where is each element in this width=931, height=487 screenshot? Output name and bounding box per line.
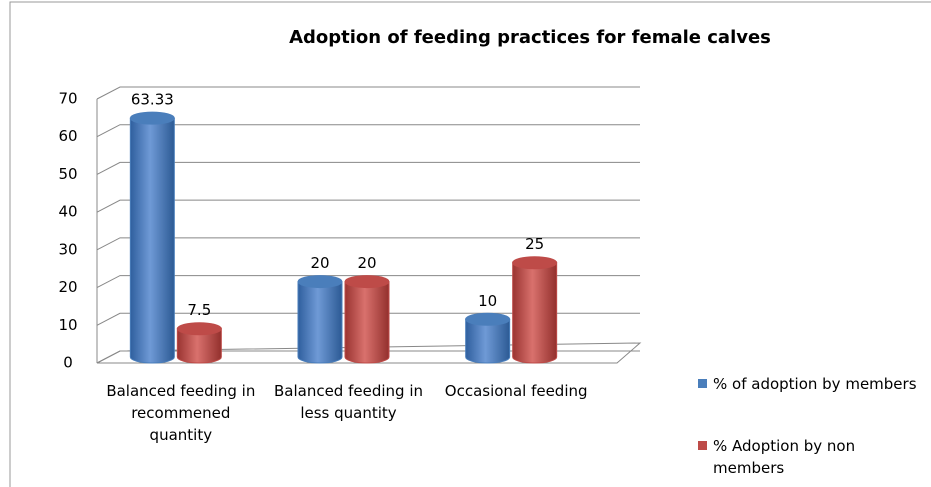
bar-top [344, 275, 390, 289]
data-label: 63.33 [131, 91, 174, 109]
y-tick-label: 10 [58, 316, 77, 334]
bar-top [297, 275, 343, 289]
grid-line [96, 161, 640, 175]
grid-line [96, 124, 640, 138]
bar-top [465, 312, 511, 326]
grid-line [96, 86, 640, 100]
x-tick-label: Balanced feeding in recommened quantity [106, 382, 256, 444]
data-label: 7.5 [187, 301, 211, 319]
chart-title: Adoption of feeding practices for female… [289, 27, 771, 48]
data-label: 20 [310, 254, 329, 272]
bar [297, 281, 343, 364]
data-label: 20 [357, 254, 376, 272]
y-tick-label: 0 [63, 354, 73, 372]
y-tick-label: 40 [58, 203, 77, 221]
bar [344, 281, 390, 364]
data-label: 25 [525, 235, 544, 253]
frame [9, 1, 931, 487]
grid-line [96, 199, 640, 213]
y-tick-label: 70 [58, 90, 77, 108]
legend-label: % of adoption by members [713, 375, 917, 393]
data-label: 10 [478, 292, 497, 310]
legend-swatch [698, 379, 707, 388]
grid-line [96, 237, 640, 251]
bar-top [176, 322, 222, 336]
grid-line [96, 312, 640, 326]
x-tick-label: Occasional feeding [444, 382, 588, 400]
bar-top [129, 111, 175, 125]
legend-swatch [698, 441, 707, 450]
bar [512, 262, 558, 364]
grid-line [96, 275, 640, 289]
x-tick-label: Balanced feeding in less quantity [273, 382, 423, 422]
bar [465, 318, 511, 364]
bar-top [512, 256, 558, 270]
y-tick-label: 20 [58, 278, 77, 296]
legend-label: % Adoption by non members [713, 437, 856, 477]
bar [176, 328, 222, 364]
bar [129, 117, 175, 364]
y-tick-label: 50 [58, 165, 77, 183]
y-tick-label: 60 [58, 127, 77, 145]
y-tick-label: 30 [58, 240, 77, 258]
